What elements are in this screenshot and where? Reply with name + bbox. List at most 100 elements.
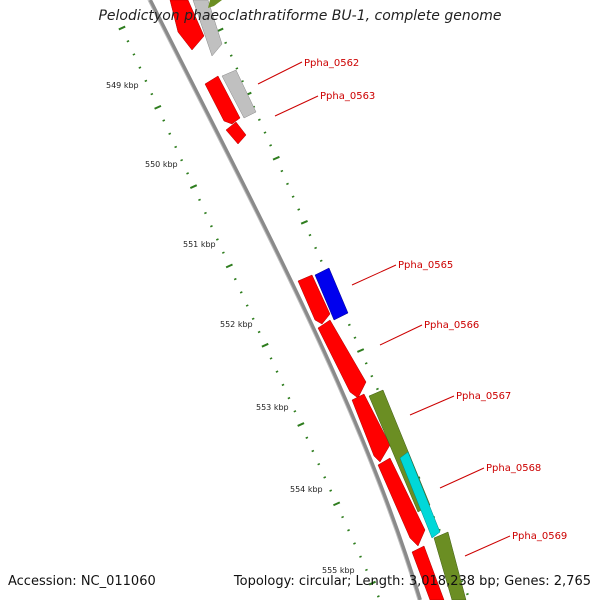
major-tick: [261, 342, 269, 348]
minor-tick: [329, 489, 333, 492]
minor-tick: [221, 251, 225, 254]
minor-tick: [308, 233, 312, 237]
minor-tick: [314, 246, 318, 250]
minor-tick: [239, 291, 243, 294]
scale-tick-label: 553 kbp: [256, 403, 289, 412]
major-tick: [356, 348, 365, 353]
gene-label[interactable]: Ppha_0565: [398, 260, 453, 271]
minor-tick: [311, 449, 315, 453]
scale-tick-label: 555 kbp: [322, 566, 355, 575]
minor-tick: [287, 396, 291, 400]
major-tick: [225, 263, 233, 269]
gene-label[interactable]: Ppha_0563: [320, 91, 375, 102]
minor-tick: [251, 317, 255, 321]
minor-tick: [275, 370, 279, 373]
gene-feature-cds: [204, 75, 241, 125]
minor-tick: [376, 387, 379, 391]
gene-feature-cds: [221, 69, 257, 119]
gene-label-leaders: [257, 61, 511, 557]
gene-feature-cds: [169, 0, 205, 51]
gene-feature-cds: [297, 274, 331, 325]
minor-tick: [323, 476, 327, 479]
scale-tick-label: 550 kbp: [145, 160, 178, 169]
minor-tick: [269, 144, 273, 147]
scale-tick-labels: 549 kbp 550 kbp 551 kbp 552 kbp 553 kbp …: [106, 81, 355, 575]
gene-label[interactable]: Ppha_0562: [304, 58, 359, 69]
gene-feature-cds: [433, 531, 467, 600]
minor-tick: [365, 568, 368, 572]
minor-tick: [370, 374, 374, 378]
major-tick: [297, 422, 305, 427]
minor-tick: [174, 145, 178, 149]
scale-tick-label: 552 kbp: [220, 320, 253, 329]
minor-tick: [269, 357, 273, 360]
minor-tick: [186, 172, 190, 175]
minor-tick: [347, 323, 351, 327]
gene-label[interactable]: Ppha_0566: [424, 320, 479, 331]
minor-tick: [280, 169, 284, 173]
minor-tick: [353, 336, 357, 339]
minor-tick: [138, 66, 142, 69]
minor-tick: [317, 462, 321, 466]
major-tick: [300, 219, 308, 225]
genome-backbone: [148, 0, 422, 600]
gene-label[interactable]: Ppha_0567: [456, 391, 511, 402]
major-tick: [368, 580, 376, 586]
major-tick: [118, 25, 126, 31]
minor-tick: [286, 182, 289, 186]
gene-label[interactable]: Ppha_0568: [486, 463, 541, 474]
minor-tick: [126, 39, 130, 43]
minor-tick: [353, 542, 356, 545]
gene-features: [169, 0, 467, 600]
gene-label[interactable]: Ppha_0569: [512, 531, 567, 542]
gene-feature-cds: [411, 545, 445, 600]
minor-tick: [364, 362, 368, 365]
minor-tick: [257, 330, 261, 334]
major-tick: [333, 501, 341, 507]
minor-tick: [215, 238, 219, 241]
minor-tick: [229, 54, 233, 57]
major-tick: [189, 184, 198, 189]
minor-tick: [341, 515, 345, 519]
minor-tick: [291, 195, 295, 198]
gene-labels: Ppha_0562 Ppha_0563 Ppha_0565 Ppha_0566 …: [304, 58, 567, 542]
minor-tick: [263, 131, 267, 134]
minor-tick: [150, 92, 154, 96]
minor-tick: [235, 67, 239, 70]
minor-tick: [305, 436, 309, 439]
minor-tick: [180, 158, 184, 162]
genome-summary-text: Topology: circular; Length: 3,018,238 bp…: [233, 574, 591, 589]
major-tick: [272, 155, 280, 161]
minor-tick: [144, 79, 148, 83]
major-tick: [154, 104, 162, 110]
minor-tick: [210, 225, 213, 228]
gene-feature-cds: [208, 0, 222, 8]
accession-text: Accession: NC_011060: [8, 574, 156, 589]
minor-tick: [168, 132, 172, 135]
minor-tick: [347, 529, 350, 532]
minor-tick: [132, 53, 136, 56]
minor-tick: [297, 208, 301, 211]
minor-tick: [204, 211, 207, 215]
scale-tick-label: 554 kbp: [290, 485, 323, 494]
minor-tick: [281, 383, 285, 387]
minor-tick: [233, 277, 237, 281]
scale-tick-rail: [118, 25, 380, 598]
gene-feature-cds: [225, 121, 247, 145]
minor-tick: [359, 555, 362, 558]
gene-feature-cds: [351, 393, 391, 463]
gene-feature-cds: [314, 267, 349, 321]
gene-feature-cds: [377, 457, 426, 547]
minor-tick: [319, 259, 323, 262]
minor-tick: [293, 410, 297, 413]
scale-tick-label: 549 kbp: [106, 81, 139, 90]
minor-tick: [162, 119, 166, 122]
genome-title: Pelodictyon phaeoclathratiforme BU-1, co…: [98, 8, 502, 24]
minor-tick: [224, 41, 228, 45]
minor-tick: [376, 595, 380, 598]
scale-tick-label: 551 kbp: [183, 240, 216, 249]
gene-feature-cds: [399, 451, 441, 539]
gene-feature-cds: [192, 0, 223, 57]
gene-feature-cds: [317, 319, 367, 399]
